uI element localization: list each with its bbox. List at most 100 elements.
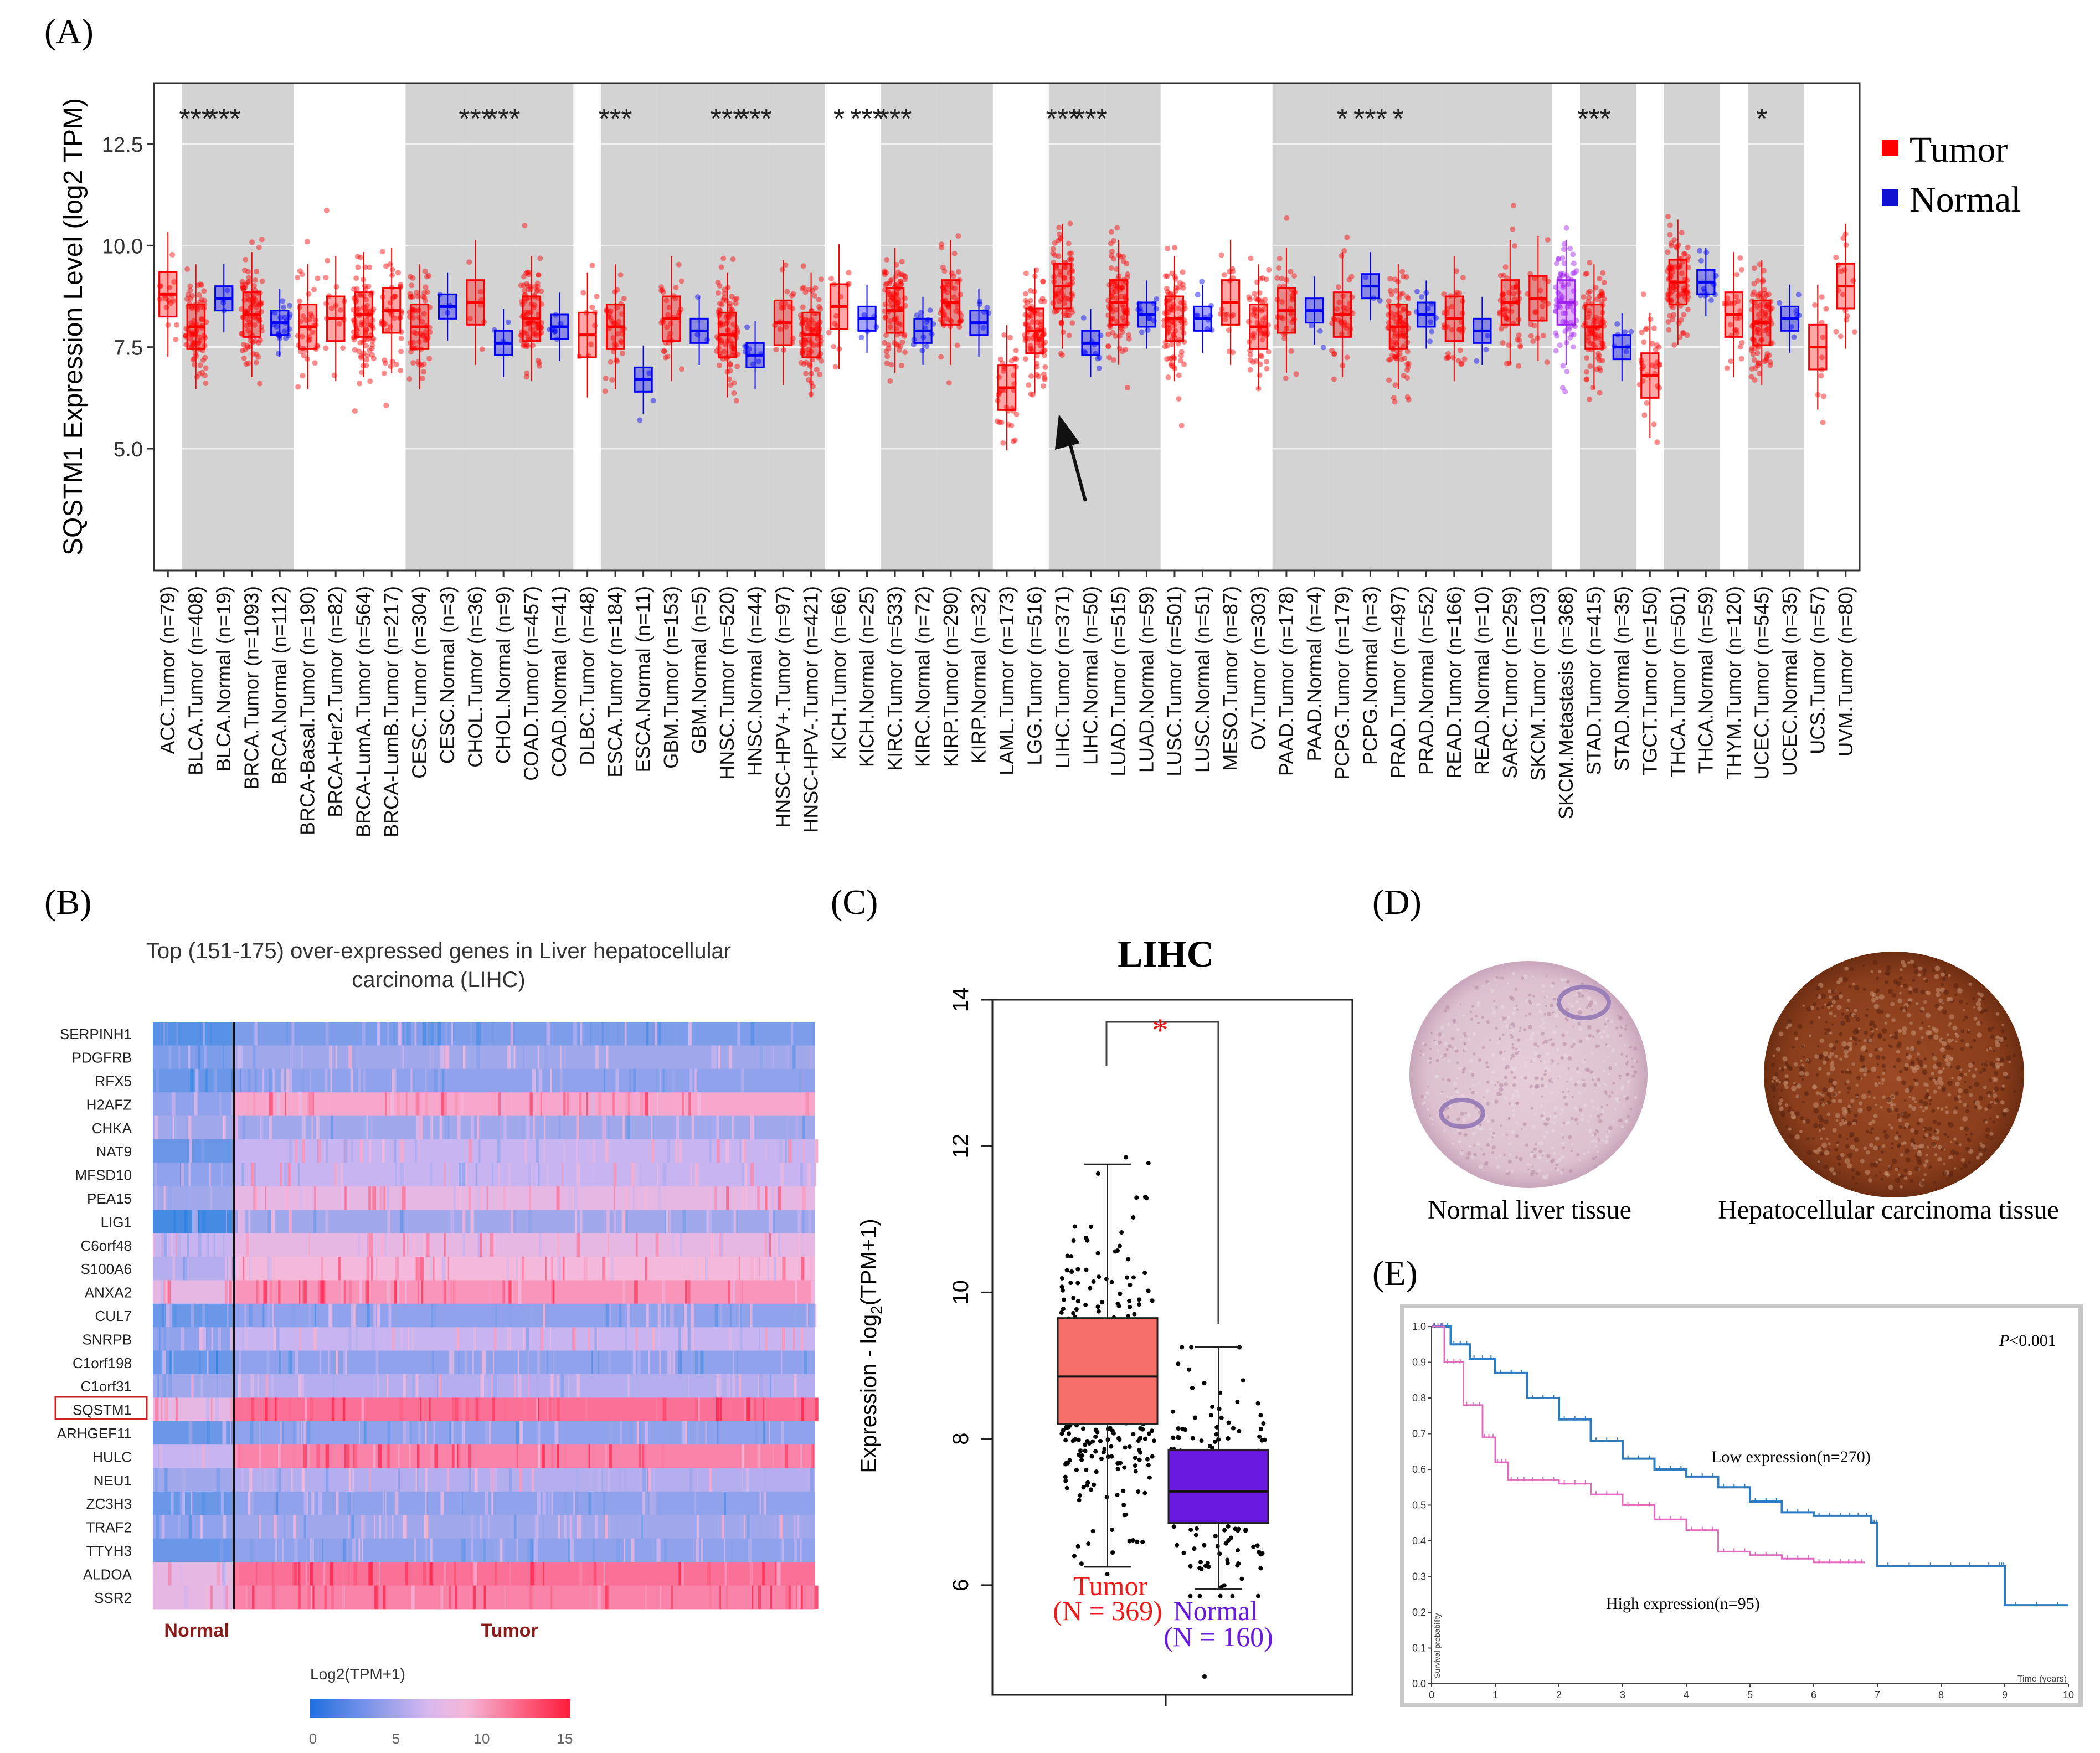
data-point — [381, 370, 387, 376]
heat-cell — [644, 1092, 648, 1116]
data-point — [719, 301, 725, 307]
data-point — [1724, 365, 1730, 371]
heat-cell — [292, 1303, 296, 1328]
heat-cell — [814, 1303, 817, 1328]
gepia-point — [1237, 1428, 1242, 1433]
heat-cell — [640, 1163, 642, 1186]
gepia-point — [1142, 1490, 1147, 1495]
gepia-point — [1063, 1478, 1068, 1483]
data-point — [187, 296, 193, 302]
data-point — [662, 354, 668, 361]
heat-cell — [471, 1115, 474, 1139]
heat-cell — [732, 1210, 734, 1233]
heat-cell — [523, 1045, 524, 1069]
heat-cell — [153, 1585, 156, 1609]
heat-cell — [678, 1350, 682, 1374]
data-point — [203, 381, 209, 387]
heat-cell — [724, 1562, 727, 1586]
heat-cell — [533, 1562, 534, 1586]
data-point — [1096, 365, 1102, 371]
data-point — [1401, 373, 1407, 379]
heat-cell — [276, 1468, 279, 1492]
heat-cell — [387, 1374, 388, 1398]
data-point — [520, 343, 526, 349]
heat-cell — [591, 1350, 593, 1374]
data-point — [239, 279, 245, 285]
data-point — [814, 326, 820, 332]
heat-cell — [440, 1492, 444, 1515]
heat-cell — [206, 1397, 209, 1421]
heat-cell — [542, 1492, 547, 1515]
heat-cell — [256, 1562, 258, 1586]
heat-cell — [605, 1585, 609, 1609]
tissue-speck — [1633, 1046, 1638, 1051]
tissue-speck — [1511, 1011, 1516, 1016]
heat-cell — [622, 1115, 625, 1139]
heat-cell — [299, 1186, 302, 1210]
heat-cell — [368, 1562, 372, 1586]
heat-cell — [651, 1538, 655, 1562]
heat-cell — [634, 1280, 638, 1304]
tissue-speck — [1494, 1088, 1496, 1090]
data-point — [1264, 366, 1270, 372]
heat-cell — [545, 1515, 549, 1539]
data-point — [733, 398, 739, 404]
data-point — [954, 342, 960, 348]
heat-cell — [211, 1327, 213, 1351]
x-tick-label: COAD.Tumor (n=457) — [520, 586, 543, 781]
data-point — [408, 294, 414, 300]
heat-cell — [307, 1585, 311, 1609]
heat-cell — [752, 1585, 754, 1609]
heat-cell — [371, 1327, 375, 1351]
data-point — [187, 283, 193, 289]
gepia-point — [1145, 1457, 1150, 1462]
heat-cell — [782, 1257, 786, 1281]
data-point — [945, 282, 951, 288]
data-point — [1557, 342, 1563, 348]
heat-cell — [245, 1585, 248, 1609]
tissue-speck — [1548, 1060, 1553, 1065]
gepia-point — [1118, 1461, 1123, 1466]
data-point — [1105, 331, 1111, 337]
heat-cell — [425, 1092, 428, 1116]
heat-cell — [454, 1562, 456, 1586]
data-point — [1671, 342, 1677, 348]
significance-mark: * — [1337, 103, 1348, 135]
heat-cell — [746, 1397, 750, 1421]
heat-cell — [412, 1068, 415, 1093]
heat-cell — [169, 1350, 172, 1374]
heat-cell — [336, 1492, 339, 1515]
data-point — [524, 370, 530, 376]
heat-cell — [273, 1327, 277, 1351]
group-shading — [182, 83, 1804, 570]
heat-cell — [537, 1350, 541, 1374]
data-point — [1331, 351, 1337, 357]
heat-cell — [289, 1045, 294, 1069]
heat-cell — [514, 1374, 516, 1398]
data-point — [530, 342, 536, 348]
heat-cell — [373, 1374, 376, 1398]
heat-cell — [428, 1022, 431, 1046]
heat-cell — [467, 1444, 471, 1468]
heat-cell — [537, 1374, 539, 1398]
heat-cell — [560, 1045, 562, 1069]
gepia-point — [1059, 1431, 1064, 1436]
heat-cell — [342, 1397, 345, 1421]
heat-cell — [207, 1350, 209, 1374]
data-point — [678, 278, 684, 284]
tissue-speck — [1499, 1093, 1502, 1096]
heat-cell — [513, 1210, 516, 1233]
data-point — [1386, 377, 1392, 383]
legend-tumor-label: Tumor — [1909, 130, 2008, 170]
heat-cell — [657, 1092, 659, 1116]
heat-cell — [562, 1257, 565, 1281]
data-point — [888, 297, 894, 304]
data-point — [171, 279, 177, 285]
heat-cell — [220, 1492, 224, 1515]
heat-cell — [343, 1280, 346, 1304]
heat-cell — [470, 1538, 473, 1562]
gepia-point — [1090, 1529, 1095, 1534]
gepia-point — [1210, 1404, 1215, 1409]
tissue-speck — [1495, 984, 1498, 986]
data-point — [1739, 340, 1745, 346]
